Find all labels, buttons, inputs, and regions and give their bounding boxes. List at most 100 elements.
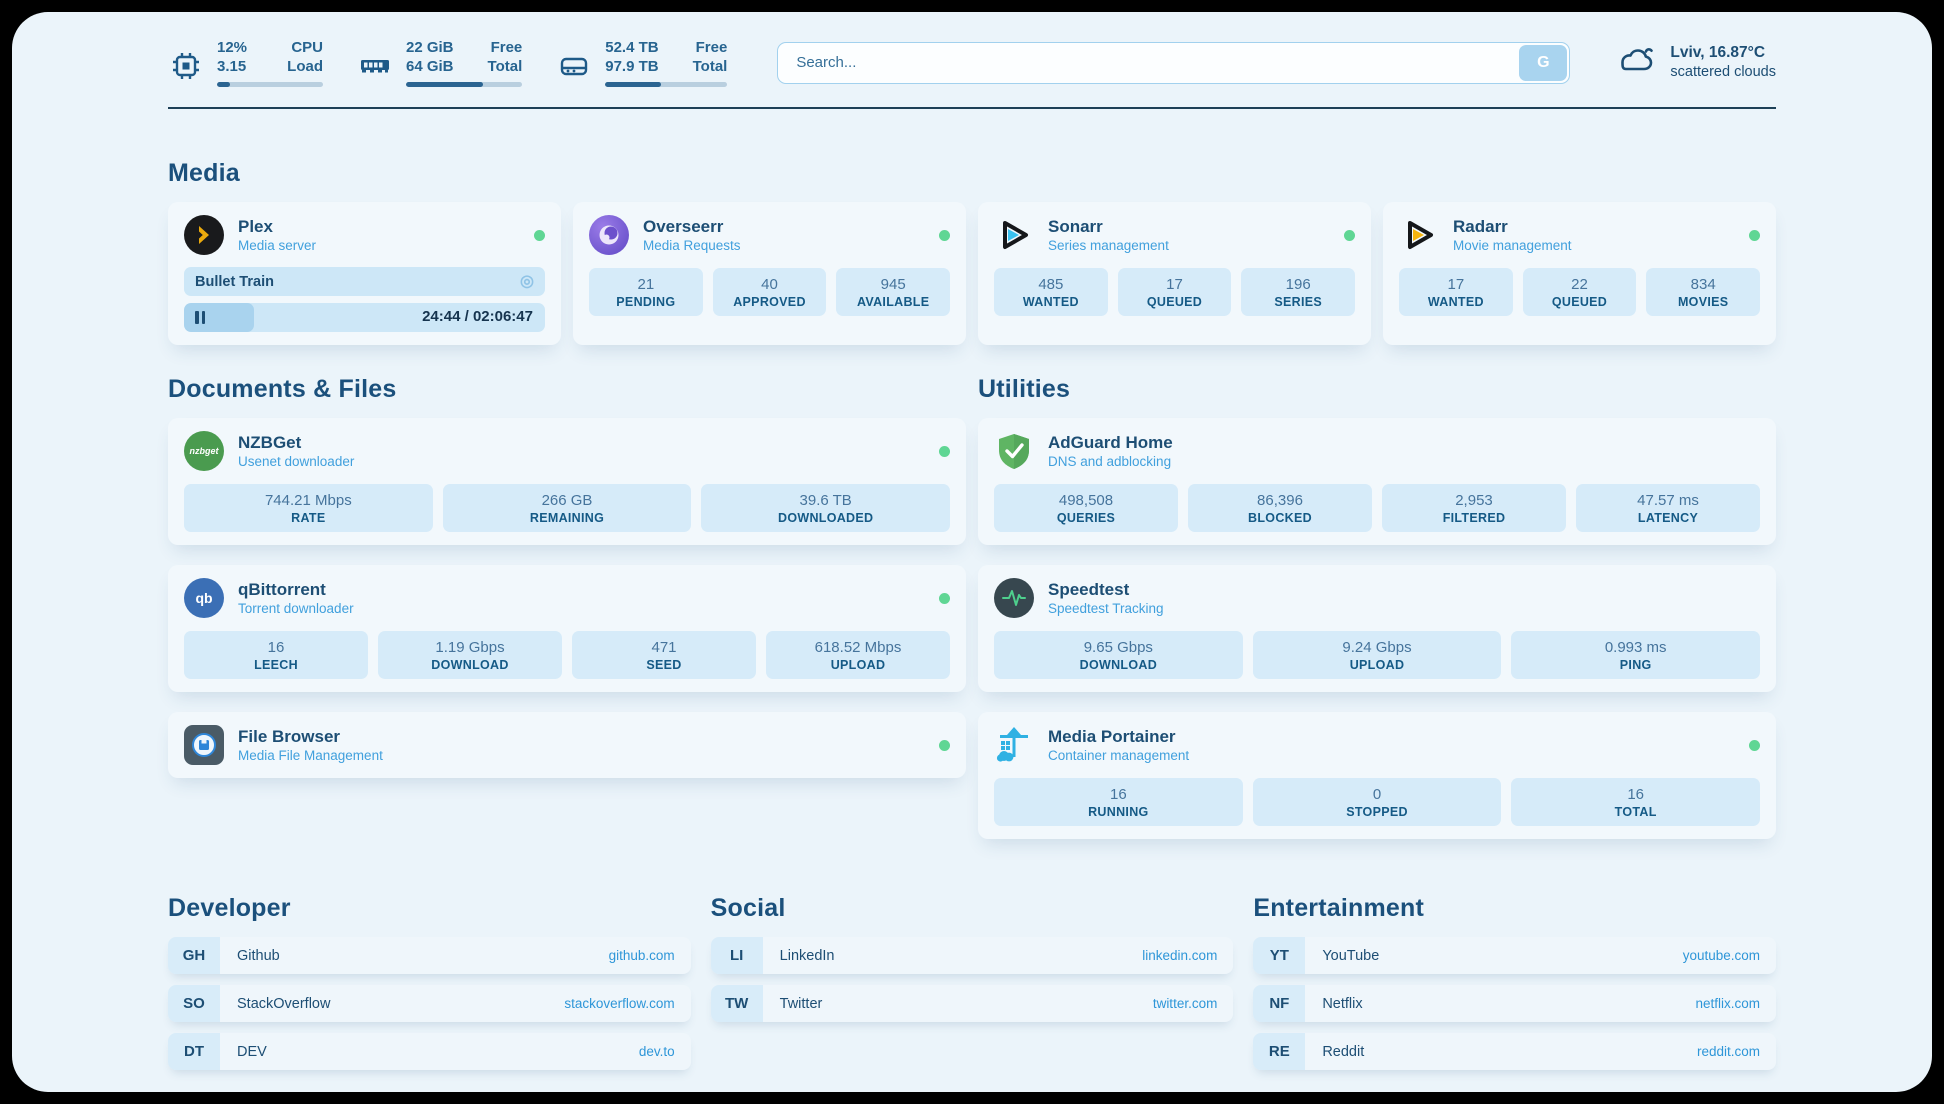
playback-time: 24:44 / 02:06:47: [422, 308, 533, 325]
stat-box: 0 STOPPED: [1252, 778, 1502, 826]
card-adguard[interactable]: AdGuard Home DNS and adblocking 498,508 Q…: [978, 418, 1776, 545]
app-name: Radarr: [1453, 216, 1508, 236]
search-bar: G: [777, 41, 1571, 84]
section-title-documents: Documents & Files: [168, 375, 397, 403]
card-filebrowser[interactable]: File Browser Media File Management: [168, 712, 966, 778]
stat-box: 744.21 Mbps RATE: [184, 484, 433, 532]
app-name: AdGuard Home: [1048, 432, 1173, 452]
stat-box: 266 GB REMAINING: [442, 484, 692, 532]
card-qbittorrent[interactable]: qb qBittorrent Torrent downloader 16 LEEC…: [168, 565, 966, 692]
cpu-load: 3.15: [217, 58, 247, 75]
stat-box: 834 MOVIES: [1646, 268, 1761, 316]
stat-box: 40 APPROVED: [712, 268, 827, 316]
card-nzbget[interactable]: nzbget NZBGet Usenet downloader 744.21 M…: [168, 418, 966, 545]
section-title-social: Social: [710, 894, 786, 922]
app-name: Overseerr: [643, 216, 724, 236]
card-portainer[interactable]: Media Portainer Container management 16 R…: [978, 712, 1776, 839]
playback-progress[interactable]: 24:44 / 02:06:47: [184, 303, 545, 332]
status-dot: [939, 445, 950, 457]
link-netflix[interactable]: NF Netflix netflix.com: [1253, 985, 1776, 1022]
stat-box: 0.993 ms PING: [1511, 631, 1761, 679]
header: 12% 3.15 CPU Load 22 GiB 64 GiB: [168, 38, 1776, 87]
card-speedtest[interactable]: Speedtest Speedtest Tracking 9.65 Gbps DO…: [978, 565, 1776, 692]
cpu-progress-track: [217, 82, 323, 87]
disk-free: 52.4 TB: [605, 39, 659, 56]
link-twitter[interactable]: TW Twitter twitter.com: [710, 985, 1234, 1022]
link-github[interactable]: GH Github github.com: [168, 937, 691, 974]
app-name: Sonarr: [1048, 216, 1103, 236]
cloud-icon: [1616, 42, 1658, 83]
link-url: youtube.com: [1682, 948, 1760, 963]
disk-label-2: Total: [692, 58, 728, 75]
status-dot: [939, 739, 950, 751]
stat-box: 17 QUEUED: [1117, 268, 1232, 316]
disk-stat: 52.4 TB 97.9 TB Free Total: [556, 38, 728, 87]
ram-free: 22 GiB: [406, 39, 454, 56]
app-desc: Media File Management: [238, 747, 383, 763]
link-name: Github: [237, 947, 280, 964]
link-dev[interactable]: DT DEV dev.to: [168, 1033, 691, 1070]
weather-location: Lviv, 16.87°C: [1670, 44, 1766, 61]
search-provider-button[interactable]: G: [1519, 44, 1568, 81]
link-tag: LI: [710, 937, 763, 974]
stat-box: 86,396 BLOCKED: [1188, 484, 1372, 532]
stat-box: 1.19 Gbps DOWNLOAD: [378, 631, 562, 679]
status-dot: [1749, 739, 1760, 751]
app-desc: Speedtest Tracking: [1048, 600, 1164, 616]
link-url: twitter.com: [1152, 996, 1218, 1011]
link-stackoverflow[interactable]: SO StackOverflow stackoverflow.com: [168, 985, 691, 1022]
stat-box: 22 QUEUED: [1522, 268, 1637, 316]
app-name: Media Portainer: [1048, 726, 1176, 746]
link-name: LinkedIn: [779, 947, 835, 964]
cast-icon[interactable]: ◎: [520, 272, 534, 290]
search-input[interactable]: [777, 41, 1571, 84]
section-title-entertainment: Entertainment: [1253, 894, 1425, 922]
link-name: StackOverflow: [237, 995, 331, 1012]
app-desc: Media server: [238, 237, 317, 253]
status-dot: [534, 229, 545, 241]
link-linkedin[interactable]: LI LinkedIn linkedin.com: [710, 937, 1234, 974]
link-reddit[interactable]: RE Reddit reddit.com: [1253, 1033, 1776, 1070]
radarr-icon: [1399, 215, 1439, 255]
app-name: qBittorrent: [238, 579, 326, 599]
ram-progress-fill: [406, 82, 483, 87]
cpu-label-1: CPU: [291, 39, 323, 56]
disk-label-1: Free: [695, 39, 728, 56]
now-playing-bar: Bullet Train ◎: [184, 267, 545, 296]
status-dot: [1344, 229, 1355, 241]
now-playing-title: Bullet Train: [195, 273, 274, 290]
weather-widget: Lviv, 16.87°C scattered clouds: [1616, 42, 1776, 83]
app-name: File Browser: [238, 726, 341, 746]
status-dot: [1749, 229, 1760, 241]
bookmarks-developer: Developer GH Github github.com SO StackO…: [168, 894, 691, 1081]
link-tag: SO: [168, 985, 220, 1022]
stat-box: 47.57 ms LATENCY: [1576, 484, 1760, 532]
card-plex[interactable]: Plex Media server Bullet Train ◎ 24:44 /…: [168, 202, 561, 345]
app-desc: Usenet downloader: [238, 453, 355, 469]
stat-box: 945 AVAILABLE: [836, 268, 951, 316]
ram-stat: 22 GiB 64 GiB Free Total: [357, 38, 523, 87]
link-youtube[interactable]: YT YouTube youtube.com: [1253, 937, 1776, 974]
link-name: DEV: [237, 1043, 267, 1060]
cpu-stat: 12% 3.15 CPU Load: [168, 38, 323, 87]
dashboard-screen: 12% 3.15 CPU Load 22 GiB 64 GiB: [12, 12, 1932, 1092]
link-name: Netflix: [1322, 995, 1363, 1012]
app-name: NZBGet: [238, 432, 302, 452]
disk-progress-track: [605, 82, 728, 87]
cpu-label-2: Load: [287, 58, 323, 75]
link-name: Twitter: [779, 995, 823, 1012]
ram-icon: [357, 38, 393, 87]
pause-icon[interactable]: [195, 311, 205, 324]
speedtest-icon: [994, 578, 1034, 618]
card-sonarr[interactable]: Sonarr Series management 485 WANTED 17 QUE…: [978, 202, 1371, 345]
bookmarks-entertainment: Entertainment YT YouTube youtube.com NF …: [1253, 894, 1776, 1081]
card-radarr[interactable]: Radarr Movie management 17 WANTED 22 QUEUE…: [1383, 202, 1776, 345]
link-url: github.com: [608, 948, 675, 963]
app-desc: Movie management: [1453, 237, 1572, 253]
stat-box: 2,953 FILTERED: [1382, 484, 1566, 532]
card-overseerr[interactable]: Overseerr Media Requests 21 PENDING 40 APP…: [573, 202, 966, 345]
app-desc: Media Requests: [643, 237, 741, 253]
stat-box: 498,508 QUERIES: [994, 484, 1178, 532]
stat-box: 39.6 TB DOWNLOADED: [701, 484, 951, 532]
link-tag: NF: [1253, 985, 1306, 1022]
